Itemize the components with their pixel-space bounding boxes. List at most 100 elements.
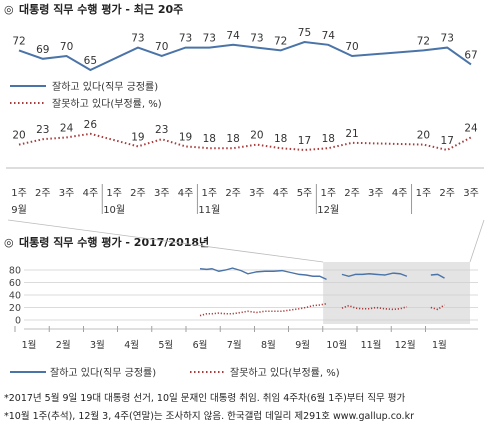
- data-label: 24: [464, 122, 478, 134]
- series-line-negative: [18, 132, 472, 152]
- data-label: 17: [298, 135, 311, 147]
- x-tick-month: 6월: [193, 339, 208, 351]
- data-label: 74: [322, 30, 336, 42]
- data-label: 18: [203, 133, 216, 145]
- data-label: 65: [84, 55, 97, 67]
- x-tick-week: 2주: [130, 188, 146, 199]
- y-tick-label: 60: [9, 278, 21, 289]
- x-tick-month: 12월: [395, 339, 416, 351]
- x-tick-week: 4주: [273, 188, 289, 199]
- series-line-negative: [430, 304, 445, 311]
- data-label: 18: [274, 133, 287, 145]
- highlight-connector: [469, 219, 485, 263]
- data-label: 73: [179, 33, 192, 45]
- x-tick-month: 1월: [22, 339, 37, 351]
- top-chart-plot: 72 69 70 65 73 70 73 73 74 73 72 75 74 70 72 73 67 20 23 24…: [12, 27, 478, 152]
- data-label: 17: [441, 135, 454, 147]
- x-tick-week: 1주: [416, 188, 432, 199]
- footnote-1: *2017년 5월 9일 19대 대통령 선거, 10일 문재인 대통령 취임.…: [4, 392, 406, 404]
- y-tick-label: 80: [9, 266, 21, 277]
- series-line-negative: [199, 302, 327, 317]
- data-label: 20: [417, 130, 430, 142]
- x-tick-month: 4월: [124, 339, 139, 351]
- x-tick-week: 1주: [11, 188, 27, 199]
- data-label: 24: [60, 122, 74, 134]
- data-label: 70: [155, 41, 168, 53]
- x-tick-week: 3주: [59, 188, 75, 199]
- x-tick-week: 3주: [368, 188, 384, 199]
- data-label: 26: [84, 119, 98, 131]
- x-tick-month: 12월: [317, 204, 339, 216]
- x-tick-month: 8월: [261, 339, 276, 351]
- data-label: 70: [60, 41, 73, 53]
- x-tick-month: 2월: [56, 339, 71, 351]
- data-label: 72: [274, 35, 287, 47]
- x-tick-week: 1주: [202, 188, 218, 199]
- x-tick-month: 10월: [103, 204, 125, 216]
- footnote-2: *10월 1주(추석), 12월 3, 4주(연말)는 조사하지 않음. 한국갤…: [4, 410, 414, 422]
- legend-label-negative-2: 잘못하고 있다(부정률, %): [230, 366, 340, 379]
- top-chart-legend: 잘하고 있다(직무 긍정률) 잘못하고 있다(부정률, %): [10, 80, 162, 110]
- bottom-chart-title: 대통령 직무 수행 평가 - 2017/2018년: [19, 235, 209, 249]
- x-tick-week: 2주: [439, 188, 455, 199]
- data-label: 73: [203, 33, 216, 45]
- data-label: 73: [250, 33, 263, 45]
- data-label: 19: [179, 131, 192, 143]
- data-label: 72: [417, 35, 430, 47]
- data-label: 67: [464, 49, 477, 61]
- series-line-positive: [341, 272, 408, 277]
- data-label: 72: [12, 35, 25, 47]
- x-tick-month: 7월: [227, 339, 242, 351]
- x-tick-month: 3월: [90, 339, 105, 351]
- legend-label-positive-2: 잘하고 있다(직무 긍정률): [50, 366, 156, 379]
- x-tick-month: 10월: [326, 339, 347, 351]
- legend-label-positive: 잘하고 있다(직무 긍정률): [52, 80, 158, 93]
- data-label: 20: [12, 130, 25, 142]
- x-tick-week: 4주: [392, 188, 408, 199]
- y-tick-label: 40: [9, 291, 21, 302]
- x-tick-month: 9월: [11, 204, 27, 216]
- x-tick-week: 2주: [225, 188, 241, 199]
- x-tick-month: 5월: [158, 339, 173, 351]
- top-chart-title: 대통령 직무 수행 평가 - 최근 20주: [19, 2, 183, 16]
- data-label: 73: [131, 33, 144, 45]
- y-tick-label: 20: [9, 303, 21, 314]
- x-tick-month: 1월: [432, 339, 447, 351]
- data-label: 75: [298, 27, 311, 39]
- x-tick-week: 3주: [463, 188, 479, 199]
- x-tick-week: 2주: [35, 188, 51, 199]
- legend-label-negative: 잘못하고 있다(부정률, %): [52, 97, 162, 110]
- y-tick-label: 0: [15, 316, 21, 327]
- x-tick-week: 4주: [83, 188, 99, 199]
- highlight-connector: [7, 219, 324, 263]
- data-label: 69: [36, 44, 49, 56]
- bottom-chart-title-symbol: ◎: [4, 236, 14, 249]
- data-label: 73: [441, 33, 454, 45]
- series-line-positive: [199, 267, 327, 281]
- data-label: 23: [155, 124, 168, 136]
- data-label: 21: [345, 128, 358, 140]
- data-label: 18: [226, 133, 239, 145]
- bottom-chart-legend: 잘하고 있다(직무 긍정률) 잘못하고 있다(부정률, %): [10, 366, 340, 379]
- x-tick-week: 3주: [154, 188, 170, 199]
- x-tick-week: 2주: [344, 188, 360, 199]
- top-chart-title-symbol: ◎: [4, 3, 14, 16]
- data-label: 70: [345, 41, 358, 53]
- data-label: 18: [322, 133, 335, 145]
- x-tick-week: 1주: [106, 188, 122, 199]
- data-label: 20: [250, 130, 263, 142]
- top-chart: ◎ 대통령 직무 수행 평가 - 최근 20주 72 69 70 65 73 70 73 73…: [4, 2, 484, 216]
- x-tick-month: 11월: [361, 339, 382, 351]
- top-chart-x-axis: 1주 9월 2주 3주 4주 1주 10월 2주 3주 4주 1주 11월 2주 3주 4주 5주 1주 12월 2…: [6, 167, 484, 216]
- highlight-region: [323, 262, 470, 324]
- x-tick-week: 4주: [178, 188, 194, 199]
- x-tick-week: 5주: [297, 188, 313, 199]
- data-label: 23: [36, 124, 49, 136]
- data-label: 19: [131, 131, 144, 143]
- series-line-positive: [430, 273, 445, 279]
- x-tick-month: 11월: [198, 204, 220, 216]
- series-line-positive: [18, 40, 472, 72]
